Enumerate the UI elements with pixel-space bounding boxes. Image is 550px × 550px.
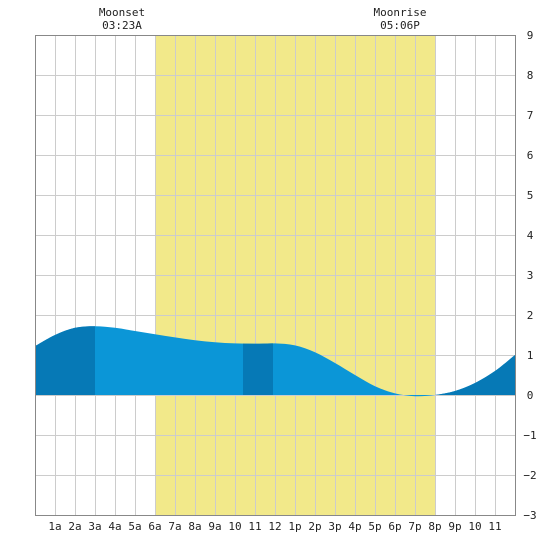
x-tick-label: 12 <box>268 520 281 533</box>
x-tick-label: 1a <box>48 520 61 533</box>
x-tick-label: 2p <box>308 520 321 533</box>
x-tick-label: 7p <box>408 520 421 533</box>
y-tick-label: −2 <box>523 469 536 482</box>
x-tick-label: 10 <box>228 520 241 533</box>
y-tick-label: 4 <box>527 229 534 242</box>
x-tick-labels: 1a 2a 3a 4a 5a 6a 7a 8a 9a 10 11 12 1p 2p 3p 4p 5p 6p 7p 8p… <box>48 520 501 533</box>
x-tick-label: 5p <box>368 520 381 533</box>
x-tick-label: 6p <box>388 520 401 533</box>
y-tick-label: 9 <box>527 29 534 42</box>
moonset-time: 03:23A <box>102 19 142 32</box>
plot-frame <box>35 35 516 516</box>
x-tick-label: 9p <box>448 520 461 533</box>
x-tick-label: 8a <box>188 520 201 533</box>
x-tick-label: 11 <box>248 520 261 533</box>
y-tick-labels: −3 −2 −1 0 1 2 3 4 5 6 7 8 9 <box>523 29 536 522</box>
x-tick-label: 8p <box>428 520 441 533</box>
y-tick-label: 8 <box>527 69 534 82</box>
moonset-label: Moonset <box>99 6 145 19</box>
x-tick-label: 10 <box>468 520 481 533</box>
x-tick-label: 4p <box>348 520 361 533</box>
x-tick-label: 5a <box>128 520 141 533</box>
x-tick-label: 11 <box>488 520 501 533</box>
y-tick-label: 1 <box>527 349 534 362</box>
x-tick-label: 6a <box>148 520 161 533</box>
grid-lines <box>35 35 515 515</box>
x-tick-label: 4a <box>108 520 121 533</box>
y-tick-label: 2 <box>527 309 534 322</box>
x-tick-label: 3a <box>88 520 101 533</box>
x-tick-label: 9a <box>208 520 221 533</box>
y-tick-label: −3 <box>523 509 536 522</box>
y-tick-label: 7 <box>527 109 534 122</box>
y-tick-label: −1 <box>523 429 536 442</box>
y-tick-label: 3 <box>527 269 534 282</box>
x-tick-label: 2a <box>68 520 81 533</box>
x-tick-label: 1p <box>288 520 301 533</box>
x-tick-label: 7a <box>168 520 181 533</box>
moonrise-time: 05:06P <box>380 19 420 32</box>
x-tick-label: 3p <box>328 520 341 533</box>
y-tick-label: 6 <box>527 149 534 162</box>
y-tick-label: 0 <box>527 389 534 402</box>
moonrise-label: Moonrise <box>374 6 427 19</box>
y-tick-label: 5 <box>527 189 534 202</box>
